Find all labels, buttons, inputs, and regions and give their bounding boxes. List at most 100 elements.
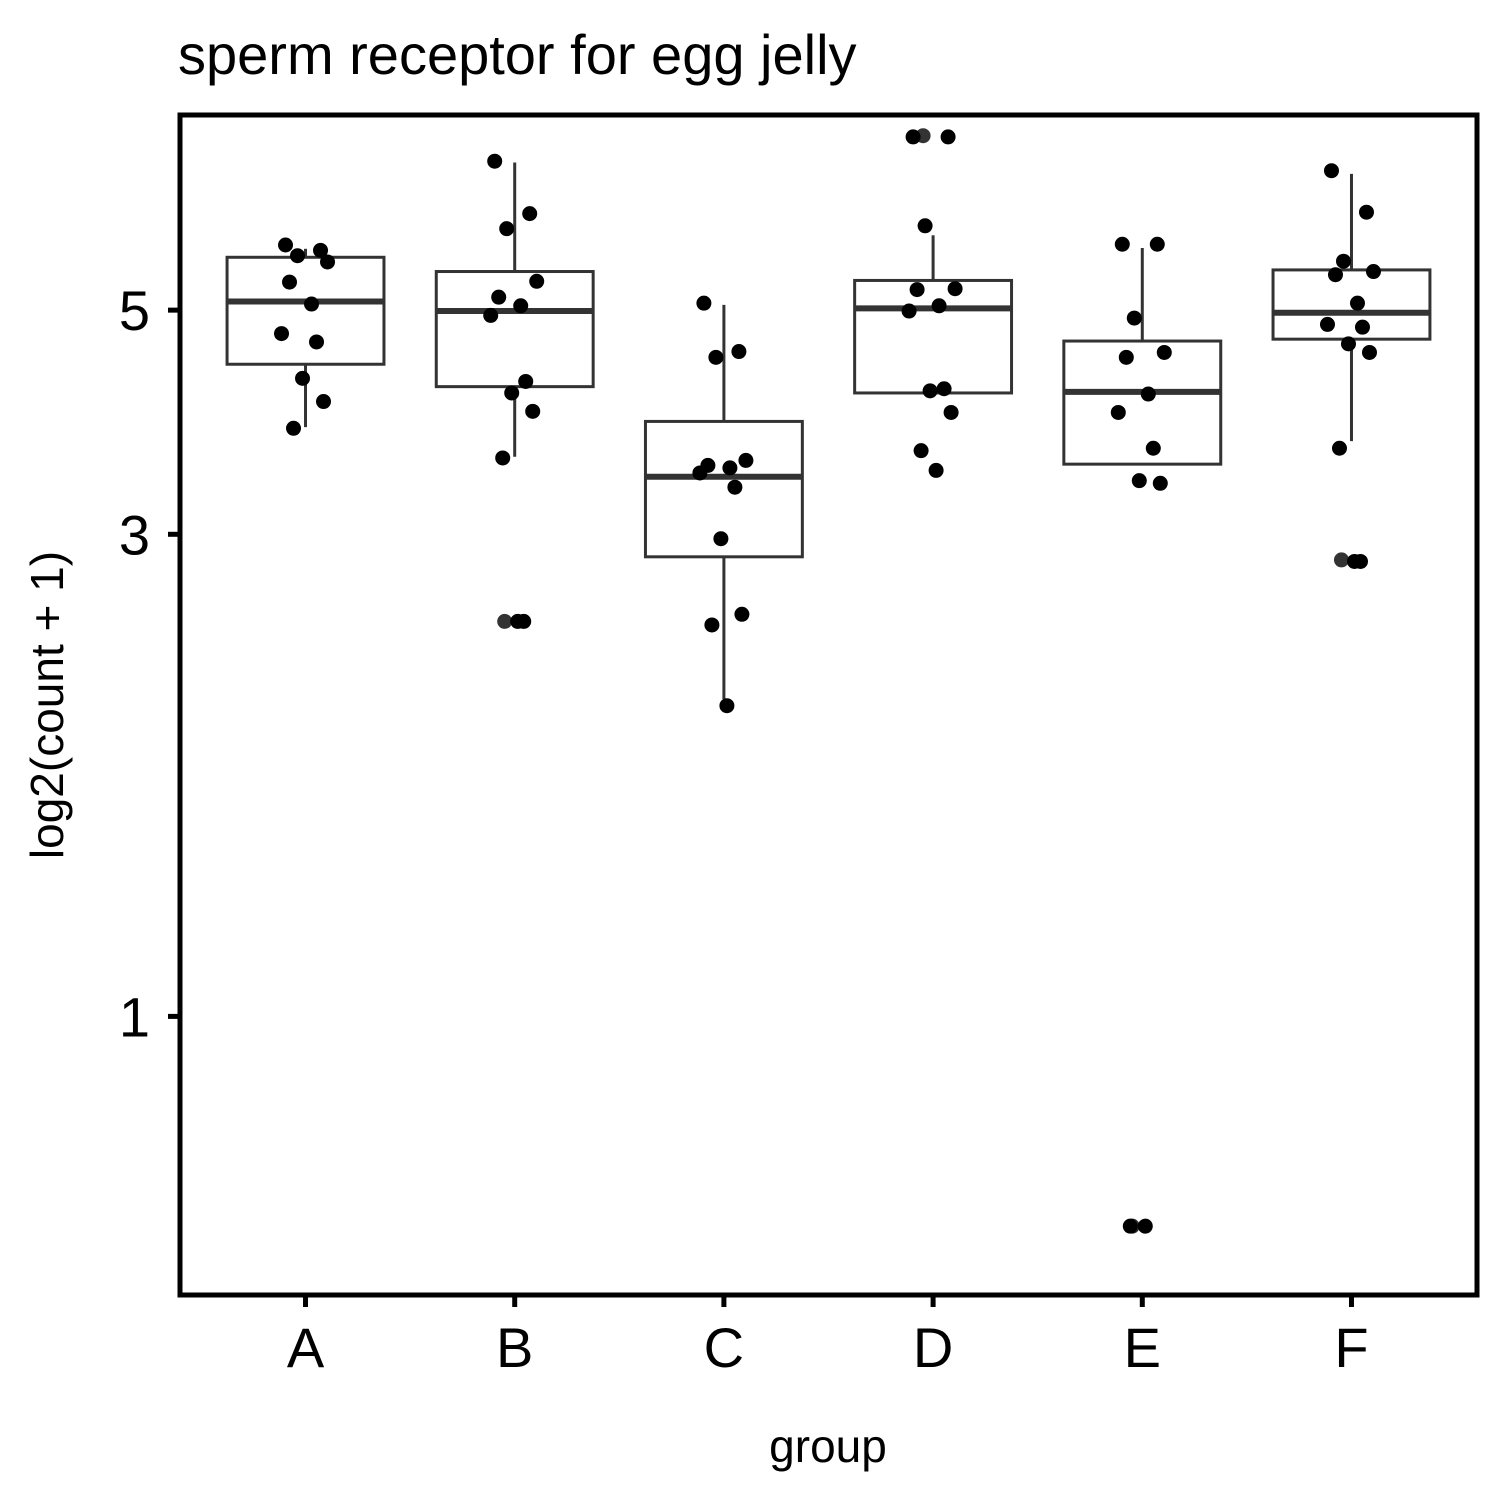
data-point [1131,473,1147,489]
y-tick-label: 3 [119,503,150,566]
data-point [943,404,959,420]
data-point [522,206,538,222]
data-point [518,373,534,389]
plot-area [225,128,1432,1234]
data-point [290,248,306,264]
data-point [495,450,511,466]
plot-frame [177,112,1480,1298]
points-group-b [483,153,545,629]
data-point [704,617,720,633]
data-point [529,273,545,289]
points-group-a [274,237,336,436]
data-point [1361,344,1377,360]
x-tick-label: D [913,1316,953,1379]
box-group-d [853,128,1014,395]
data-point [316,394,332,410]
data-point [708,349,724,365]
data-point [286,420,302,436]
x-tick-label: B [496,1316,533,1379]
data-point [931,298,947,314]
data-point [1152,475,1168,491]
y-tick-label: 5 [119,279,150,342]
data-point [1319,316,1335,332]
data-point [1140,386,1156,402]
data-point [947,281,963,297]
data-point [1365,264,1381,280]
box-group-b [434,162,595,629]
data-point [936,381,952,397]
data-point [905,129,921,145]
data-point [917,218,933,234]
data-point [738,452,754,468]
data-point [1354,319,1370,335]
data-point [320,254,336,270]
box-group-f [1271,173,1432,568]
data-point [1149,236,1165,252]
data-point [692,465,708,481]
data-point [295,370,311,386]
data-point [304,296,320,312]
points-group-e [1110,236,1172,1234]
data-point [722,460,738,476]
x-axis-title: group [769,1420,887,1472]
points-group-c [692,295,754,714]
points-group-f [1319,163,1381,569]
x-tick-label: F [1334,1316,1368,1379]
data-point [504,385,520,401]
box-iqr [853,278,1014,395]
data-point [487,153,503,169]
axes: A B C D E F 1 3 5 [119,279,1369,1379]
data-point [483,307,499,323]
data-point [1335,253,1351,269]
y-tick-label: 1 [119,985,150,1048]
x-tick-label: E [1124,1316,1161,1379]
x-tick-label: C [704,1316,744,1379]
data-point [696,295,712,311]
outlier-point [1333,552,1349,568]
y-axis-title: log2(count + 1) [21,551,73,859]
box-iqr [1062,339,1223,466]
data-point [1145,440,1161,456]
data-point [719,698,735,714]
outlier-point [497,613,513,629]
data-point [313,242,329,258]
data-point [901,303,917,319]
box-iqr [225,255,386,366]
data-point [1118,349,1134,365]
points-group-d [901,129,963,478]
x-tick-label: A [287,1316,325,1379]
box-group-a [225,248,386,428]
data-point [309,334,325,350]
box-iqr [434,270,595,389]
data-point [909,282,925,298]
data-point [1327,267,1343,283]
data-point [928,462,944,478]
data-point [1156,344,1172,360]
data-point [731,344,747,360]
data-point [734,606,750,622]
data-point [525,403,541,419]
box-group-c [643,304,804,700]
data-point [278,237,294,253]
data-point [1358,204,1374,220]
data-point [274,326,290,342]
data-point [1323,163,1339,179]
data-point [516,613,532,629]
data-point [727,479,743,495]
data-point [913,443,929,459]
data-point [1137,1218,1153,1234]
data-point [1114,236,1130,252]
data-point [713,531,729,547]
data-point [499,221,515,237]
data-point [1340,336,1356,352]
data-point [1352,553,1368,569]
data-point [1110,404,1126,420]
data-point [1349,295,1365,311]
data-point [1331,440,1347,456]
data-point [513,298,529,314]
data-point [940,129,956,145]
data-point [282,274,298,290]
data-point [491,289,507,305]
data-point [1122,1218,1138,1234]
